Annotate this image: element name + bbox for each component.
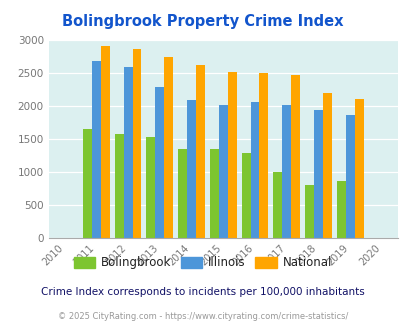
Bar: [241, 153, 250, 238]
Bar: [305, 185, 313, 238]
Bar: [83, 129, 92, 238]
Bar: [115, 134, 124, 238]
Bar: [354, 99, 363, 238]
Bar: [209, 149, 218, 238]
Bar: [92, 61, 100, 238]
Bar: [218, 105, 227, 238]
Bar: [124, 67, 132, 238]
Bar: [178, 149, 187, 238]
Bar: [336, 181, 345, 238]
Bar: [281, 105, 290, 238]
Bar: [345, 115, 354, 238]
Bar: [187, 100, 196, 238]
Bar: [164, 57, 173, 238]
Bar: [227, 72, 236, 238]
Bar: [196, 65, 205, 238]
Bar: [322, 93, 331, 238]
Bar: [155, 87, 164, 238]
Bar: [313, 110, 322, 238]
Bar: [290, 75, 299, 238]
Bar: [273, 172, 281, 238]
Text: © 2025 CityRating.com - https://www.cityrating.com/crime-statistics/: © 2025 CityRating.com - https://www.city…: [58, 312, 347, 321]
Legend: Bolingbrook, Illinois, National: Bolingbrook, Illinois, National: [69, 252, 336, 274]
Text: Crime Index corresponds to incidents per 100,000 inhabitants: Crime Index corresponds to incidents per…: [41, 287, 364, 297]
Text: Bolingbrook Property Crime Index: Bolingbrook Property Crime Index: [62, 14, 343, 29]
Bar: [100, 46, 109, 238]
Bar: [250, 102, 259, 238]
Bar: [146, 137, 155, 238]
Bar: [259, 73, 268, 238]
Bar: [132, 49, 141, 238]
